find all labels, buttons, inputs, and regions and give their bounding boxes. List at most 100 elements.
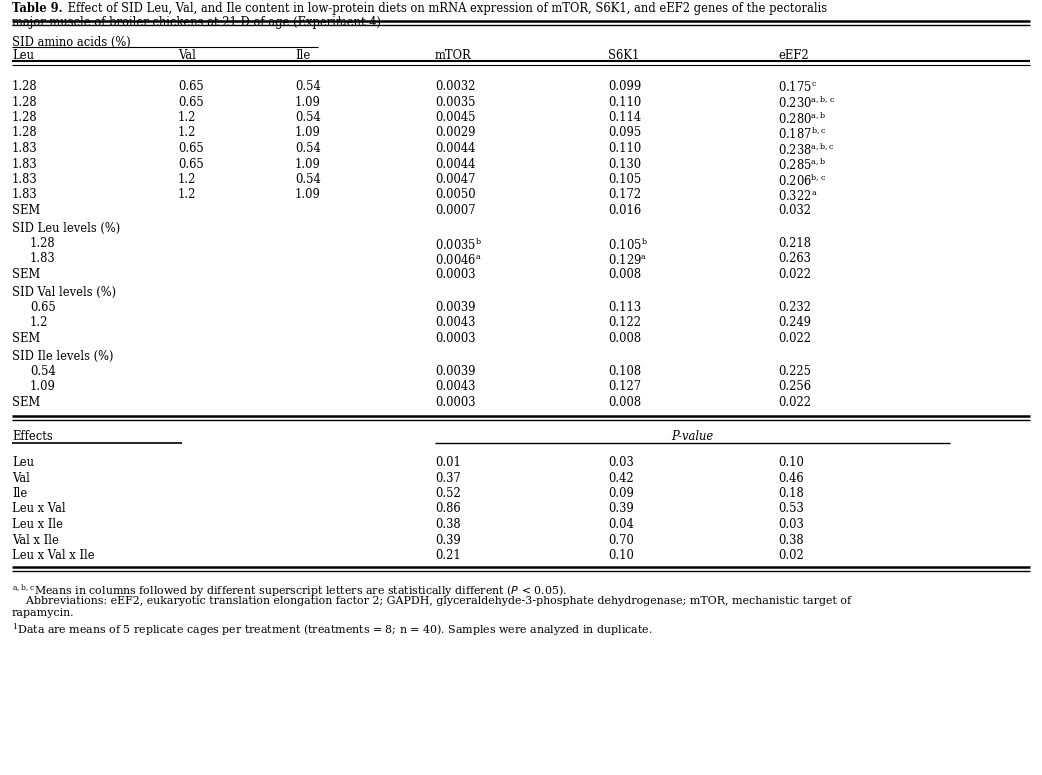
Text: Effects: Effects (13, 430, 53, 443)
Text: 0.39: 0.39 (435, 533, 461, 546)
Text: Effect of SID Leu, Val, and Ile content in low-protein diets on mRNA expression : Effect of SID Leu, Val, and Ile content … (64, 2, 827, 15)
Text: 1.83: 1.83 (13, 188, 38, 202)
Text: 1.2: 1.2 (178, 173, 196, 186)
Text: 0.0050: 0.0050 (435, 188, 475, 202)
Text: 0.38: 0.38 (778, 533, 803, 546)
Text: 0.03: 0.03 (778, 518, 803, 531)
Text: 0.172: 0.172 (607, 188, 641, 202)
Text: 0.65: 0.65 (178, 80, 204, 93)
Text: Val x Ile: Val x Ile (13, 533, 59, 546)
Text: 0.0039: 0.0039 (435, 301, 475, 314)
Text: 1.09: 1.09 (295, 188, 321, 202)
Text: 0.0035: 0.0035 (435, 95, 475, 109)
Text: 0.53: 0.53 (778, 502, 803, 515)
Text: Ile: Ile (13, 487, 27, 500)
Text: 0.206$^{\mathregular{b,c}}$: 0.206$^{\mathregular{b,c}}$ (778, 173, 826, 189)
Text: $^{\mathregular{a,b,c}}$Means in columns followed by different superscript lette: $^{\mathregular{a,b,c}}$Means in columns… (13, 583, 567, 599)
Text: SID Leu levels (%): SID Leu levels (%) (13, 222, 120, 235)
Text: Leu x Val: Leu x Val (13, 502, 66, 515)
Text: 0.105$^{\mathregular{b}}$: 0.105$^{\mathregular{b}}$ (607, 237, 648, 253)
Text: 0.18: 0.18 (778, 487, 803, 500)
Text: SEM: SEM (13, 332, 41, 345)
Text: 0.0003: 0.0003 (435, 332, 475, 345)
Text: rapamycin.: rapamycin. (13, 608, 74, 618)
Text: 0.52: 0.52 (435, 487, 461, 500)
Text: 0.65: 0.65 (178, 95, 204, 109)
Text: 0.095: 0.095 (607, 126, 641, 140)
Text: Ile: Ile (295, 49, 311, 62)
Text: 0.0044: 0.0044 (435, 157, 475, 170)
Text: 1.83: 1.83 (13, 157, 38, 170)
Text: 1.09: 1.09 (30, 381, 56, 394)
Text: 0.0003: 0.0003 (435, 396, 475, 409)
Text: 0.0043: 0.0043 (435, 381, 475, 394)
Text: 0.54: 0.54 (30, 365, 56, 378)
Text: 0.09: 0.09 (607, 487, 634, 500)
Text: 0.54: 0.54 (295, 142, 321, 155)
Text: 0.54: 0.54 (295, 173, 321, 186)
Text: 0.175$^{\mathregular{c}}$: 0.175$^{\mathregular{c}}$ (778, 80, 817, 94)
Text: 0.016: 0.016 (607, 204, 641, 217)
Text: 0.65: 0.65 (178, 157, 204, 170)
Text: 0.022: 0.022 (778, 332, 811, 345)
Text: 0.86: 0.86 (435, 502, 461, 515)
Text: SEM: SEM (13, 396, 41, 409)
Text: 0.218: 0.218 (778, 237, 811, 250)
Text: SEM: SEM (13, 268, 41, 281)
Text: .: . (342, 16, 346, 29)
Text: 0.01: 0.01 (435, 456, 461, 469)
Text: 0.0047: 0.0047 (435, 173, 475, 186)
Text: 0.0003: 0.0003 (435, 268, 475, 281)
Text: 0.39: 0.39 (607, 502, 634, 515)
Text: 0.37: 0.37 (435, 471, 461, 484)
Text: 0.10: 0.10 (778, 456, 803, 469)
Text: $^{\mathregular{1}}$: $^{\mathregular{1}}$ (336, 16, 342, 29)
Text: 0.110: 0.110 (607, 142, 641, 155)
Text: 0.249: 0.249 (778, 316, 811, 329)
Text: 1.2: 1.2 (30, 316, 48, 329)
Text: 0.122: 0.122 (607, 316, 641, 329)
Text: 1.09: 1.09 (295, 157, 321, 170)
Text: 0.0007: 0.0007 (435, 204, 475, 217)
Text: 1.28: 1.28 (13, 80, 38, 93)
Text: SID amino acids (%): SID amino acids (%) (13, 36, 130, 49)
Text: 0.232: 0.232 (778, 301, 811, 314)
Text: 0.008: 0.008 (607, 332, 641, 345)
Text: 1.28: 1.28 (13, 111, 38, 124)
Text: 0.02: 0.02 (778, 549, 803, 562)
Text: 0.130: 0.130 (607, 157, 641, 170)
Text: SEM: SEM (13, 204, 41, 217)
Text: 0.108: 0.108 (607, 365, 641, 378)
Text: Abbreviations: eEF2, eukaryotic translation elongation factor 2; GAPDH, glyceral: Abbreviations: eEF2, eukaryotic translat… (13, 595, 851, 605)
Text: 0.0046$^{\mathregular{a}}$: 0.0046$^{\mathregular{a}}$ (435, 253, 481, 267)
Text: 1.83: 1.83 (13, 142, 38, 155)
Text: 0.022: 0.022 (778, 268, 811, 281)
Text: 0.008: 0.008 (607, 268, 641, 281)
Text: 0.032: 0.032 (778, 204, 811, 217)
Text: 0.105: 0.105 (607, 173, 641, 186)
Text: 0.114: 0.114 (607, 111, 641, 124)
Text: 0.54: 0.54 (295, 80, 321, 93)
Text: $^{\mathregular{1}}$Data are means of 5 replicate cages per treatment (treatment: $^{\mathregular{1}}$Data are means of 5 … (13, 622, 652, 638)
Text: 1.2: 1.2 (178, 111, 196, 124)
Text: 1.28: 1.28 (30, 237, 55, 250)
Text: 0.263: 0.263 (778, 253, 811, 266)
Text: 1.09: 1.09 (295, 126, 321, 140)
Text: 1.83: 1.83 (13, 173, 38, 186)
Text: Leu x Ile: Leu x Ile (13, 518, 63, 531)
Text: 0.38: 0.38 (435, 518, 461, 531)
Text: 0.54: 0.54 (295, 111, 321, 124)
Text: 1.28: 1.28 (13, 95, 38, 109)
Text: 0.099: 0.099 (607, 80, 641, 93)
Text: P-value: P-value (671, 430, 714, 443)
Text: Leu: Leu (13, 49, 34, 62)
Text: 0.022: 0.022 (778, 396, 811, 409)
Text: 1.2: 1.2 (178, 188, 196, 202)
Text: 0.225: 0.225 (778, 365, 811, 378)
Text: 0.322$^{\mathregular{a}}$: 0.322$^{\mathregular{a}}$ (778, 188, 818, 202)
Text: 0.008: 0.008 (607, 396, 641, 409)
Text: Table 9.: Table 9. (13, 2, 63, 15)
Text: 0.65: 0.65 (178, 142, 204, 155)
Text: 0.0044: 0.0044 (435, 142, 475, 155)
Text: 0.04: 0.04 (607, 518, 634, 531)
